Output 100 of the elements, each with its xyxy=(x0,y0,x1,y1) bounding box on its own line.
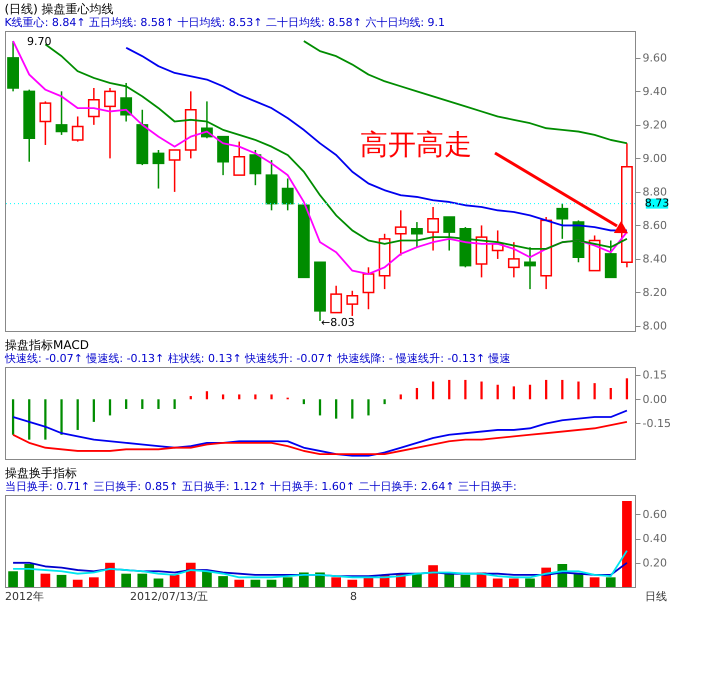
bar xyxy=(593,383,596,400)
bar xyxy=(40,574,50,587)
bar xyxy=(400,394,402,400)
candlestick xyxy=(282,178,294,212)
text: 8 xyxy=(350,590,357,603)
y-tick-label: 0.60 xyxy=(642,508,667,521)
bar xyxy=(238,394,240,400)
y-tick-label: 9.00 xyxy=(642,152,667,165)
bar xyxy=(121,574,131,587)
chart-subtitle: 当日换手: 0.71↑ 三日换手: 0.85↑ 五日换手: 1.12↑ 十日换手: 1.60↑ 二十日换手: 2.64↑ 三十日换手: xyxy=(5,480,517,493)
y-tick-label: 0.20 xyxy=(642,556,667,570)
candlestick xyxy=(427,206,439,252)
y-tick-label: 9.60 xyxy=(642,51,667,64)
candlestick xyxy=(362,266,374,310)
bar xyxy=(347,580,358,587)
y-tick-label: 0.00 xyxy=(642,392,667,406)
bar xyxy=(270,394,273,400)
chart-subtitle: 快速线: -0.07↑ 慢速线: -0.13↑ 柱状线: 0.13↑ 快速线升: -0.07↑ 快速线降: - 慢速线升: -0.13↑ 慢速 xyxy=(4,352,511,365)
y-tick-label: 9.20 xyxy=(642,118,667,132)
bar xyxy=(335,399,338,419)
bar xyxy=(606,577,616,587)
bar xyxy=(610,388,612,400)
y-tick-label: 0.40 xyxy=(642,532,667,546)
bar xyxy=(545,380,548,400)
bar xyxy=(92,399,95,422)
bar xyxy=(125,399,128,409)
bar xyxy=(250,580,260,587)
y-tick-label: -0.15 xyxy=(642,416,671,430)
y-tick-label: 8.00 xyxy=(642,319,667,332)
candlestick xyxy=(249,149,262,186)
bar xyxy=(412,574,422,587)
bar xyxy=(512,386,515,400)
y-tick-label: 8.20 xyxy=(642,286,667,299)
chart-title: 操盘指标MACD xyxy=(5,338,89,352)
y-tick-label: 8.80 xyxy=(642,185,667,198)
bar xyxy=(509,578,519,587)
line-series xyxy=(12,420,628,456)
bar xyxy=(282,577,293,587)
bar xyxy=(574,574,584,587)
bar xyxy=(72,580,83,587)
y-tick-label: 8.40 xyxy=(642,252,667,266)
bar xyxy=(170,574,180,587)
bar xyxy=(89,577,99,587)
bar xyxy=(266,580,276,587)
line-series xyxy=(12,550,628,578)
bar xyxy=(190,396,192,400)
bar xyxy=(254,394,257,400)
bar xyxy=(496,384,499,400)
text: 2012/07/13/五 xyxy=(130,590,208,603)
candlestick xyxy=(88,87,100,126)
chart-title: (日线) 操盘重心均线 xyxy=(4,2,114,16)
candlestick xyxy=(104,87,116,160)
bar xyxy=(561,380,564,400)
bar xyxy=(141,399,144,409)
text: 2012年 xyxy=(5,590,44,603)
text: 日线 xyxy=(645,590,667,603)
candlestick xyxy=(346,290,358,317)
candlestick xyxy=(39,100,52,146)
annotation: ←8.03 xyxy=(321,316,355,329)
candlestick xyxy=(330,285,342,314)
bar xyxy=(222,394,224,400)
candlestick xyxy=(72,116,84,142)
bar xyxy=(302,399,305,404)
candlestick xyxy=(56,90,68,136)
bar xyxy=(448,380,450,400)
annotation: 高开高走 xyxy=(360,128,472,161)
candlestick xyxy=(233,140,246,176)
bar xyxy=(28,399,30,440)
bar xyxy=(56,574,66,587)
y-tick-label: 8.60 xyxy=(642,218,667,232)
chart-subtitle: K线重心: 8.84↑ 五日均线: 8.58↑ 十日均线: 8.53↑ 二十日均线: 8.58↑ 六十日均线: 9.1 xyxy=(4,16,446,29)
bar xyxy=(76,399,79,430)
line-series xyxy=(12,410,628,457)
bar xyxy=(492,578,503,587)
candlestick xyxy=(556,202,568,240)
bar xyxy=(206,391,208,400)
bar xyxy=(218,576,228,587)
bar xyxy=(24,564,34,587)
annotation: 9.70 xyxy=(27,35,52,48)
bar xyxy=(105,562,115,587)
bar xyxy=(525,578,535,587)
bar xyxy=(622,501,632,587)
bar xyxy=(154,578,164,587)
candlestick xyxy=(394,210,407,256)
y-tick-label: 0.15 xyxy=(642,368,667,382)
bar xyxy=(444,574,454,587)
candlestick xyxy=(168,149,181,193)
candlestick xyxy=(508,241,520,278)
bar xyxy=(460,574,470,587)
bar xyxy=(351,399,354,419)
bar xyxy=(8,571,18,587)
bar xyxy=(416,388,418,400)
bar xyxy=(428,565,438,587)
y-tick-label: 9.40 xyxy=(642,84,667,98)
bar xyxy=(137,574,148,587)
bar xyxy=(590,577,600,587)
candlestick xyxy=(152,149,164,190)
bar xyxy=(234,580,244,587)
bar xyxy=(202,571,212,587)
bar xyxy=(331,577,341,587)
